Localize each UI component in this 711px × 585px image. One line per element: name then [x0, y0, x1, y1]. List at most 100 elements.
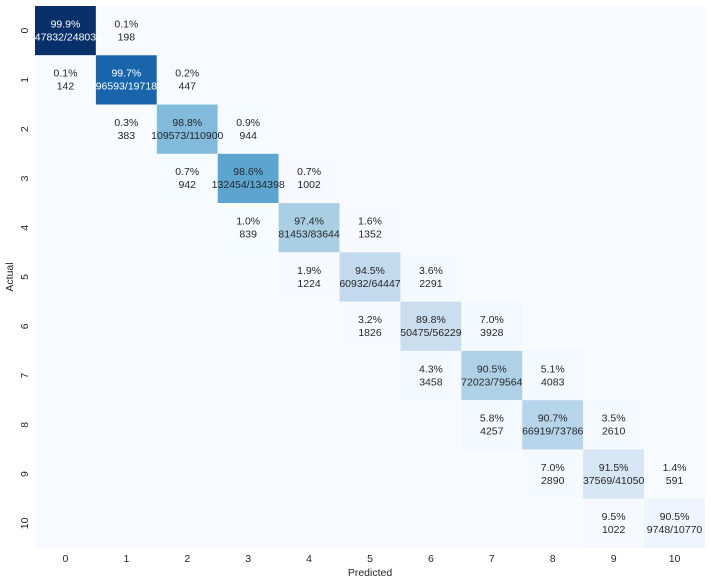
y-tick-label: 8 [19, 422, 31, 428]
cell-percent-label: 1.6% [358, 216, 382, 228]
heatmap-cell-7-7 [461, 350, 523, 401]
heatmap-cell-8-7 [461, 400, 523, 450]
cell-count-label: 60932/64447 [339, 278, 400, 290]
y-tick-label: 2 [19, 126, 31, 132]
x-tick-label: 1 [123, 553, 129, 565]
cell-percent-label: 7.0% [480, 314, 504, 326]
cell-percent-label: 1.4% [663, 462, 687, 474]
cell-percent-label: 98.6% [233, 166, 263, 178]
x-tick-label: 2 [184, 553, 190, 565]
cell-percent-label: 1.9% [297, 265, 321, 277]
heatmap-cell-9-9 [583, 449, 645, 499]
cell-count-label: 37569/41050 [583, 475, 644, 487]
cell-count-label: 132454/134398 [212, 179, 285, 191]
cell-percent-label: 0.1% [53, 68, 77, 80]
cell-percent-label: 99.9% [51, 18, 81, 30]
cell-count-label: 839 [239, 229, 257, 241]
y-tick-label: 0 [19, 28, 31, 34]
heatmap-cell-3-3 [217, 153, 279, 204]
y-tick-label: 6 [19, 323, 31, 329]
x-tick-label: 3 [245, 553, 251, 565]
y-tick-label: 5 [19, 274, 31, 280]
heatmap-cell-7-8 [522, 350, 584, 401]
heatmap-cells [35, 6, 705, 548]
cell-percent-label: 90.5% [477, 363, 507, 375]
heatmap-cell-7-6 [400, 350, 462, 401]
cell-count-label: 72023/79564 [461, 376, 522, 388]
y-tick-label: 3 [19, 175, 31, 181]
cell-labels: 99.9%247832/2480300.1%1980.1%14299.7%196… [29, 18, 702, 536]
heatmap-cell-3-4 [278, 153, 340, 204]
cell-count-label: 1224 [297, 278, 321, 290]
heatmap-cell-4-4 [278, 203, 340, 253]
heatmap-cell-1-1 [95, 55, 157, 105]
cell-count-label: 2291 [419, 278, 443, 290]
cell-percent-label: 9.5% [602, 511, 626, 523]
y-axis-ticks: 0 1 2 3 4 5 6 7 8 9 10 [19, 28, 31, 530]
heatmap-cell-10-9 [583, 498, 645, 548]
cell-percent-label: 0.2% [175, 68, 199, 80]
cell-count-label: 9748/10770 [647, 524, 703, 536]
cell-percent-label: 99.7% [111, 68, 141, 80]
heatmap-cell-8-9 [583, 400, 645, 450]
heatmap-cell-0-1 [95, 6, 157, 56]
y-tick-label: 4 [19, 225, 31, 231]
y-tick-label: 10 [19, 517, 31, 529]
cell-percent-label: 94.5% [355, 265, 385, 277]
cell-percent-label: 5.8% [480, 413, 504, 425]
cell-percent-label: 3.2% [358, 314, 382, 326]
heatmap-cell-1-0 [35, 55, 96, 105]
cell-count-label: 2890 [541, 475, 565, 487]
cell-count-label: 447 [179, 81, 197, 93]
cell-count-label: 944 [239, 130, 257, 142]
cell-percent-label: 89.8% [416, 314, 446, 326]
heatmap-cell-2-3 [217, 104, 279, 154]
cell-count-label: 198 [118, 31, 136, 43]
cell-count-label: 66919/73786 [522, 426, 583, 438]
cell-percent-label: 0.9% [236, 117, 260, 129]
cell-percent-label: 0.1% [114, 18, 138, 30]
cell-count-label: 1826 [358, 327, 382, 339]
cell-percent-label: 90.5% [660, 511, 690, 523]
cell-count-label: 1002 [297, 179, 321, 191]
cell-count-label: 383 [118, 130, 136, 142]
x-tick-label: 4 [306, 553, 312, 565]
cell-count-label: 50475/56229 [400, 327, 461, 339]
cell-percent-label: 98.8% [172, 117, 202, 129]
cell-count-label: 142 [57, 81, 75, 93]
cell-percent-label: 3.6% [419, 265, 443, 277]
x-axis-label: Predicted [348, 567, 393, 579]
cell-percent-label: 0.3% [114, 117, 138, 129]
heatmap-cell-9-8 [522, 449, 584, 499]
cell-count-label: 196593/197182 [90, 81, 163, 93]
cell-percent-label: 97.4% [294, 216, 324, 228]
cell-count-label: 4257 [480, 426, 504, 438]
x-tick-label: 0 [63, 553, 69, 565]
cell-count-label: 3458 [419, 376, 443, 388]
heatmap-cell-4-5 [339, 203, 401, 253]
heatmap-cell-6-7 [461, 301, 523, 351]
cell-percent-label: 0.7% [297, 166, 321, 178]
heatmap-cell-5-5 [339, 252, 401, 302]
heatmap-cell-0-0 [35, 6, 96, 56]
cell-percent-label: 0.7% [175, 166, 199, 178]
heatmap-cell-2-2 [156, 104, 218, 154]
heatmap-cell-3-2 [156, 153, 218, 204]
x-tick-label: 6 [428, 553, 434, 565]
heatmap-cell-2-1 [95, 104, 157, 154]
y-tick-label: 9 [19, 471, 31, 477]
cell-count-label: 247832/248030 [29, 31, 102, 43]
cell-percent-label: 90.7% [538, 413, 568, 425]
cell-count-label: 591 [666, 475, 684, 487]
cell-percent-label: 7.0% [541, 462, 565, 474]
x-tick-label: 9 [611, 553, 617, 565]
cell-count-label: 942 [179, 179, 197, 191]
cell-percent-label: 91.5% [599, 462, 629, 474]
heatmap-cell-5-6 [400, 252, 462, 302]
x-tick-label: 7 [489, 553, 495, 565]
cell-count-label: 109573/110900 [151, 130, 223, 142]
cell-percent-label: 4.3% [419, 363, 443, 375]
cell-percent-label: 5.1% [541, 363, 565, 375]
heatmap-cell-8-8 [522, 400, 584, 450]
heatmap-cell-6-6 [400, 301, 462, 351]
